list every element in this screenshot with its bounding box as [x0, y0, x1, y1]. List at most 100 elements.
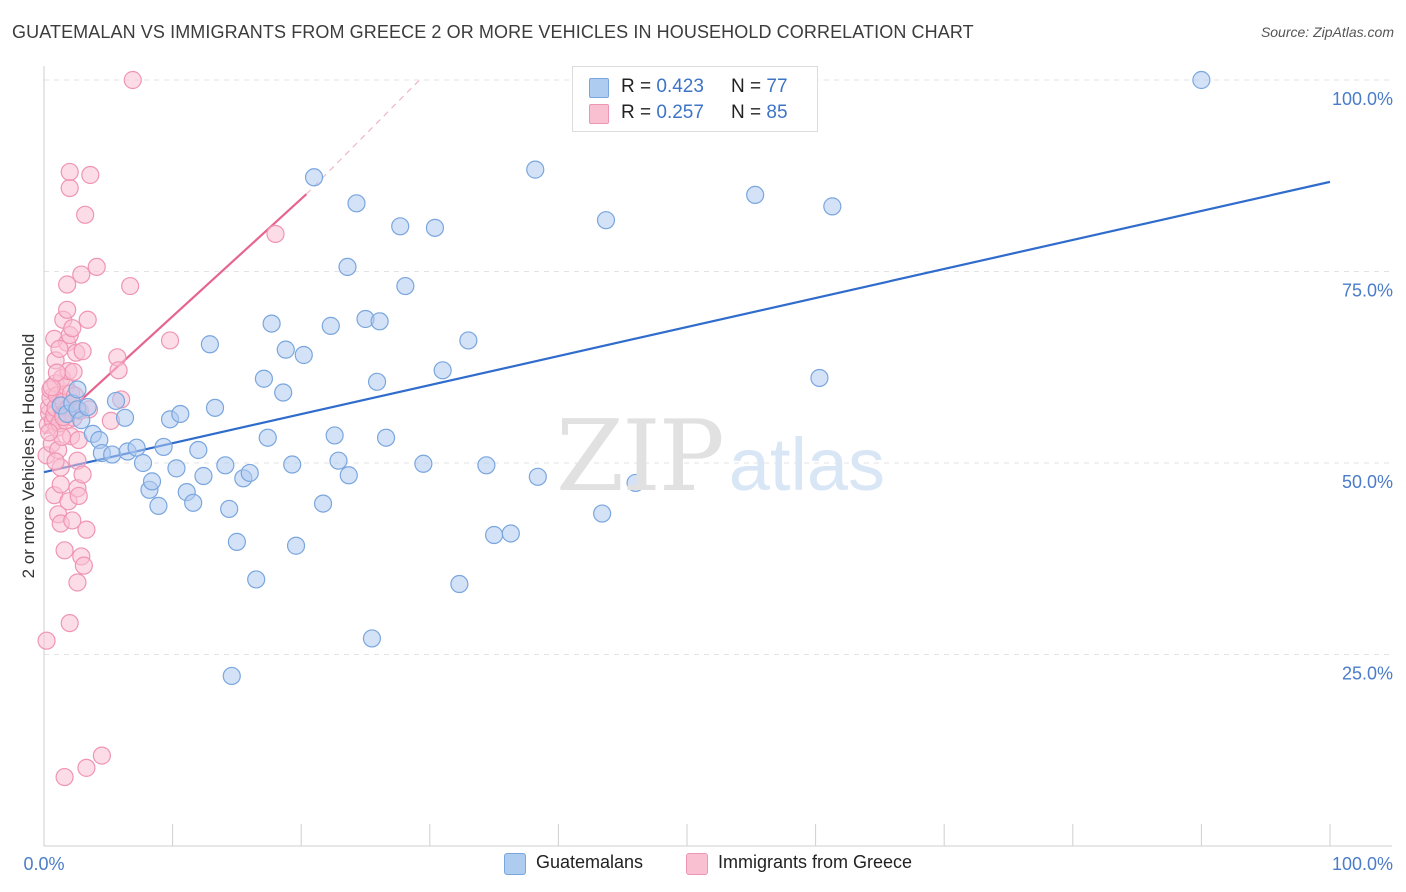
guatemalan-point [362, 629, 382, 648]
guatemalan-point [220, 499, 239, 519]
greece-point [81, 165, 100, 185]
guatemalan-point [276, 340, 295, 359]
guatemalan-point [115, 408, 135, 427]
guatemalan-point [477, 456, 496, 475]
legend-n-label: N = [731, 102, 762, 123]
guatemalan-point [171, 404, 190, 424]
guatemalan-point [222, 666, 241, 686]
greece-point [78, 310, 97, 329]
guatemalan-point [154, 437, 173, 457]
guatemalan-point [414, 454, 433, 473]
guatemalan-point [485, 525, 504, 545]
guatemalan-point [391, 217, 410, 236]
greece-point [123, 70, 142, 90]
guatemalan-point [106, 391, 126, 411]
guatemalan-point [103, 445, 122, 464]
watermark-atlas: atlas [728, 423, 886, 506]
guatemalan-point [68, 380, 87, 399]
guatemalan-trendline [43, 180, 1331, 474]
guatemalan-point [376, 428, 396, 447]
legend-n-value: 85 [766, 102, 788, 123]
guatemalan-point [133, 453, 153, 473]
source-link[interactable]: Source: ZipAtlas.com [1260, 24, 1394, 40]
greece-point [266, 224, 285, 244]
greece-point [50, 339, 69, 358]
guatemalan-point [283, 455, 302, 474]
data-points [37, 70, 1211, 787]
greece-point [121, 276, 140, 296]
y-tick-label: 25.0% [1342, 664, 1393, 684]
chart-title: GUATEMALAN VS IMMIGRANTS FROM GREECE 2 O… [12, 22, 974, 42]
greece-point [72, 265, 91, 284]
gridlines [44, 79, 1392, 655]
guatemalan-point [262, 314, 281, 333]
x-tick-label: 100.0% [1332, 854, 1393, 874]
greece-point [73, 342, 92, 361]
guatemalan-point [626, 473, 645, 493]
guatemalan-point [142, 472, 162, 491]
guatemalan-point [329, 451, 348, 470]
guatemalan-point [339, 466, 358, 485]
guatemalan-point [367, 372, 387, 391]
greece-point [58, 275, 77, 294]
guatemalan-point [338, 257, 357, 277]
greece-point [60, 613, 79, 633]
greece-point [92, 746, 111, 765]
guatemalan-point [313, 494, 333, 513]
greece-point [60, 162, 79, 182]
bottom-legend-label: Guatemalans [536, 852, 644, 872]
guatemalan-point [205, 398, 225, 417]
greece-point [37, 631, 56, 650]
bottom-legend-swatch-greece [686, 853, 708, 875]
greece-point [64, 362, 83, 381]
greece-point [160, 331, 180, 350]
guatemalan-point [347, 194, 366, 213]
watermark: ZIPatlas [556, 400, 885, 514]
guatemalan-point [294, 345, 313, 365]
greece-point [47, 363, 66, 382]
greece-point [60, 178, 79, 198]
guatemalan-point [78, 397, 97, 417]
guatemalan-point [450, 574, 469, 594]
greece-point [40, 423, 59, 442]
legend-swatch-guatemalans [589, 78, 609, 98]
legend-n-label: N = [731, 76, 762, 97]
y-tick-label: 100.0% [1332, 89, 1393, 109]
guatemalan-point [184, 493, 203, 512]
guatemalan-point [396, 276, 415, 296]
greece-trendline [43, 193, 308, 435]
guatemalan-point [258, 428, 277, 447]
greece-point [74, 556, 93, 575]
guatemalan-point [189, 440, 208, 460]
guatemalan-point [823, 197, 842, 216]
guatemalan-point [459, 331, 478, 350]
legend-r-label: R = [621, 102, 652, 123]
guatemalan-point [596, 211, 616, 230]
greece-point [68, 573, 87, 592]
bottom-legend-label: Immigrants from Greece [718, 852, 913, 872]
greece-point [73, 465, 92, 484]
legend-r-value: 0.423 [656, 76, 704, 97]
guatemalan-point [425, 218, 445, 237]
guatemalan-point [1192, 70, 1211, 90]
tick-labels: 25.0% 50.0% 75.0% 100.0% 0.0% 100.0% [23, 89, 1393, 874]
greece-point [46, 452, 65, 471]
guatemalan-point [247, 570, 266, 589]
y-tick-label: 50.0% [1342, 472, 1393, 492]
guatemalan-point [200, 335, 219, 354]
greece-point [76, 205, 95, 224]
y-tick-label: 75.0% [1342, 281, 1393, 301]
greece-point [77, 758, 96, 777]
greece-trendline-extension [305, 79, 420, 195]
guatemalan-point [274, 383, 293, 402]
x-tick-label: 0.0% [23, 854, 64, 874]
greece-point [87, 257, 106, 277]
guatemalan-point [254, 369, 274, 388]
greece-point [58, 300, 77, 319]
guatemalan-point [216, 456, 235, 475]
bottom-legend-swatch-guatemalans [504, 853, 526, 875]
greece-point [55, 767, 74, 787]
guatemalan-point [240, 463, 259, 483]
greece-point [69, 486, 88, 506]
